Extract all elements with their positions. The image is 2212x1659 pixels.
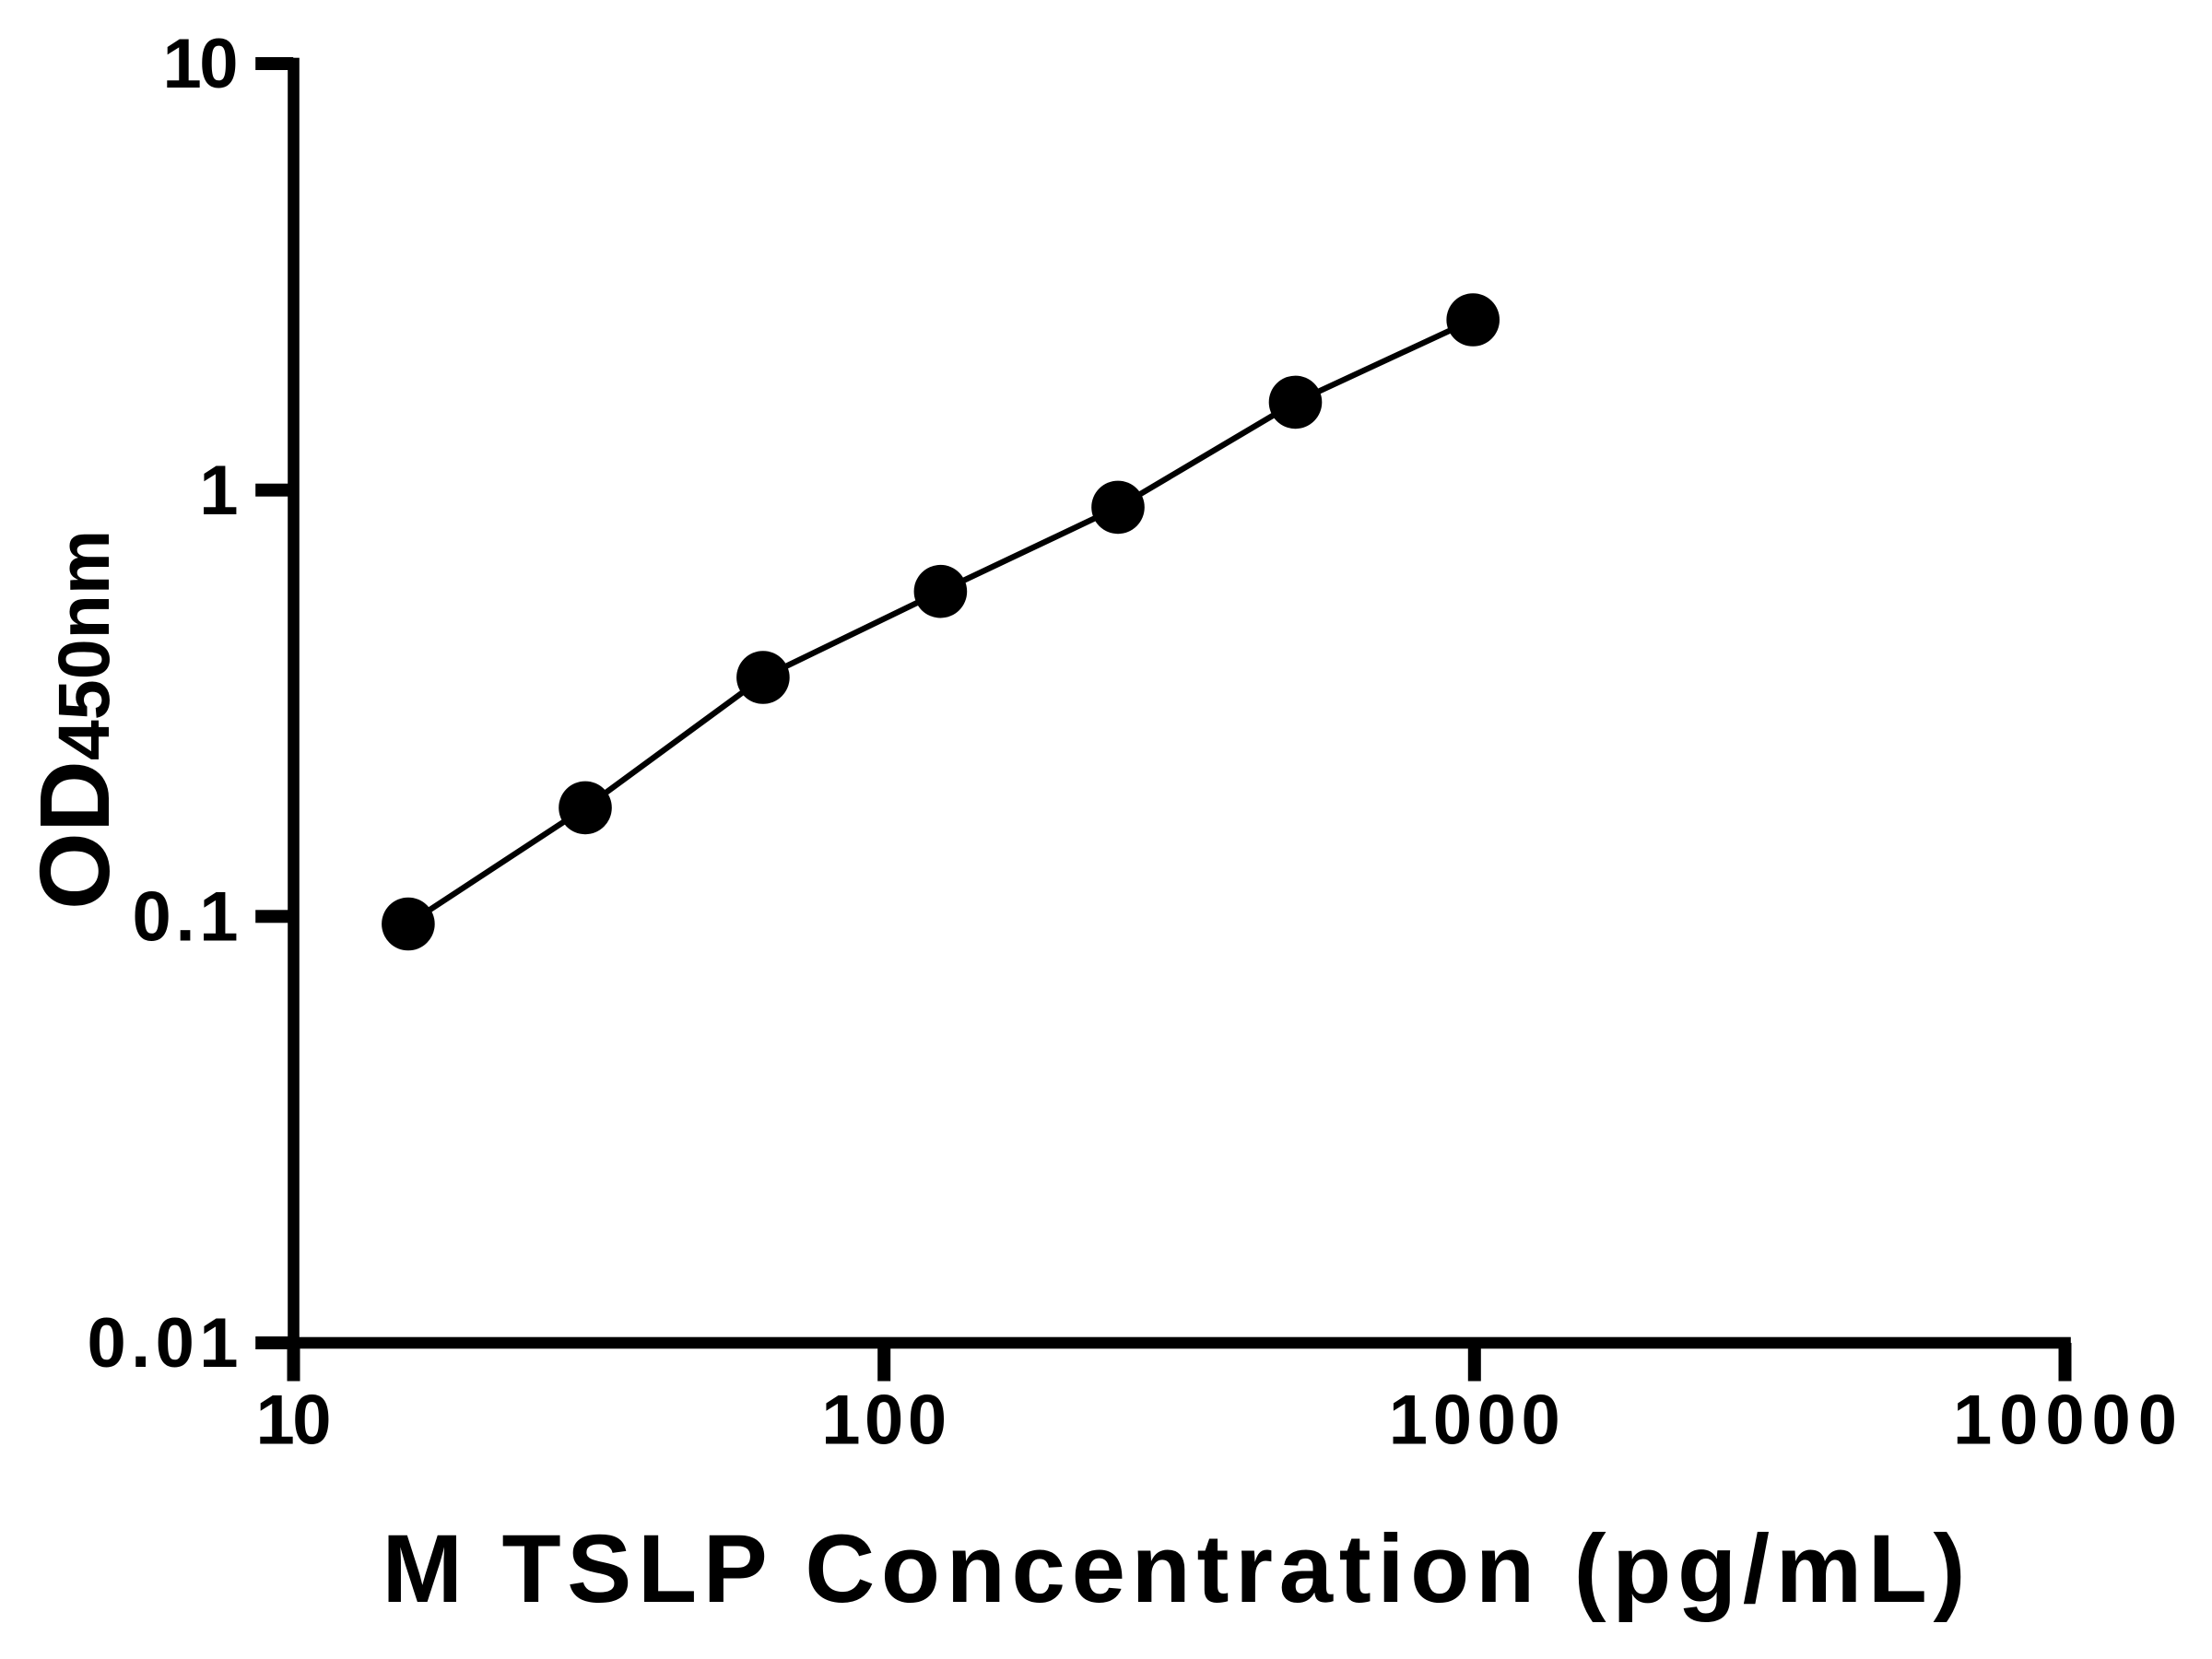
svg-text:10: 10 — [256, 1382, 332, 1460]
svg-text:100: 100 — [821, 1382, 947, 1460]
svg-text:1: 1 — [199, 452, 238, 530]
svg-text:10000: 10000 — [1953, 1382, 2177, 1460]
svg-text:M TSLP Concentration (pg/mL): M TSLP Concentration (pg/mL) — [382, 1515, 1966, 1623]
svg-text:0.01: 0.01 — [88, 1304, 239, 1382]
svg-text:10: 10 — [163, 25, 239, 103]
svg-text:0.1: 0.1 — [133, 878, 239, 957]
